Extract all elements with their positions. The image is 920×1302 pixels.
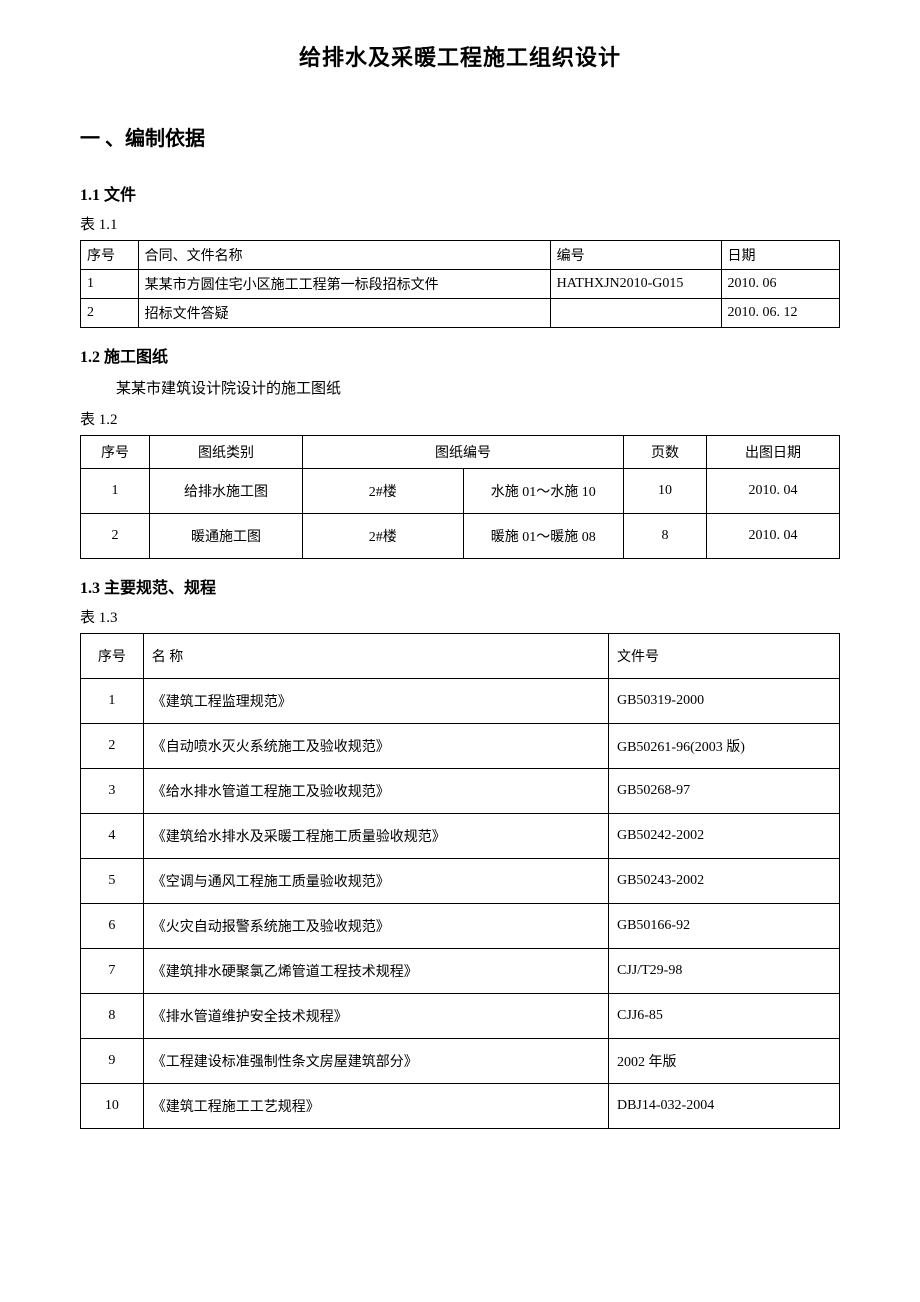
table-header-row: 序号 图纸类别 图纸编号 页数 出图日期 bbox=[81, 436, 840, 469]
cell-name: 《火灾自动报警系统施工及验收规范》 bbox=[143, 904, 608, 949]
cell-seq: 3 bbox=[81, 769, 144, 814]
table-row: 2 招标文件答疑 2010. 06. 12 bbox=[81, 299, 840, 328]
col-date-header: 日期 bbox=[721, 241, 839, 270]
cell-building: 2#楼 bbox=[303, 469, 464, 514]
cell-name: 《给水排水管道工程施工及验收规范》 bbox=[143, 769, 608, 814]
col-type-header: 图纸类别 bbox=[150, 436, 303, 469]
col-seq-header: 序号 bbox=[81, 634, 144, 679]
section-1-2-heading: 1.2 施工图纸 bbox=[80, 343, 840, 367]
table-row: 9 《工程建设标准强制性条文房屋建筑部分》 2002 年版 bbox=[81, 1039, 840, 1084]
cell-seq: 8 bbox=[81, 994, 144, 1039]
cell-date: 2010. 06 bbox=[721, 270, 839, 299]
cell-doc-no: DBJ14-032-2004 bbox=[608, 1084, 839, 1129]
section-1-2-body: 某某市建筑设计院设计的施工图纸 bbox=[116, 377, 840, 398]
cell-seq: 6 bbox=[81, 904, 144, 949]
table-row: 4 《建筑给水排水及采暖工程施工质量验收规范》 GB50242-2002 bbox=[81, 814, 840, 859]
col-name-header: 名 称 bbox=[143, 634, 608, 679]
cell-seq: 7 bbox=[81, 949, 144, 994]
cell-name: 《建筑工程监理规范》 bbox=[143, 679, 608, 724]
cell-doc-no: GB50242-2002 bbox=[608, 814, 839, 859]
cell-seq: 1 bbox=[81, 469, 150, 514]
cell-name: 《排水管道维护安全技术规程》 bbox=[143, 994, 608, 1039]
cell-doc-no: GB50166-92 bbox=[608, 904, 839, 949]
cell-name: 《建筑工程施工工艺规程》 bbox=[143, 1084, 608, 1129]
table-1-2-label: 表 1.2 bbox=[80, 408, 840, 429]
cell-name: 招标文件答疑 bbox=[138, 299, 550, 328]
section-1-3-heading: 1.3 主要规范、规程 bbox=[80, 574, 840, 598]
cell-date: 2010. 06. 12 bbox=[721, 299, 839, 328]
cell-range: 水施 01～水施 10 bbox=[463, 469, 624, 514]
table-row: 1 给排水施工图 2#楼 水施 01～水施 10 10 2010. 04 bbox=[81, 469, 840, 514]
table-row: 6 《火灾自动报警系统施工及验收规范》 GB50166-92 bbox=[81, 904, 840, 949]
cell-seq: 1 bbox=[81, 270, 139, 299]
table-row: 2 《自动喷水灭火系统施工及验收规范》 GB50261-96(2003 版) bbox=[81, 724, 840, 769]
table-row: 3 《给水排水管道工程施工及验收规范》 GB50268-97 bbox=[81, 769, 840, 814]
cell-doc-no: GB50243-2002 bbox=[608, 859, 839, 904]
table-1-1: 序号 合同、文件名称 编号 日期 1 某某市方圆住宅小区施工工程第一标段招标文件… bbox=[80, 240, 840, 328]
table-row: 8 《排水管道维护安全技术规程》 CJJ6-85 bbox=[81, 994, 840, 1039]
col-pages-header: 页数 bbox=[624, 436, 707, 469]
cell-seq: 4 bbox=[81, 814, 144, 859]
cell-doc-no: CJJ/T29-98 bbox=[608, 949, 839, 994]
cell-name: 《建筑排水硬聚氯乙烯管道工程技术规程》 bbox=[143, 949, 608, 994]
col-issue-date-header: 出图日期 bbox=[707, 436, 840, 469]
section-1-heading: 一 、编制依据 bbox=[80, 122, 840, 151]
cell-name: 《自动喷水灭火系统施工及验收规范》 bbox=[143, 724, 608, 769]
cell-doc-no: 2002 年版 bbox=[608, 1039, 839, 1084]
col-seq-header: 序号 bbox=[81, 241, 139, 270]
document-title: 给排水及采暖工程施工组织设计 bbox=[80, 40, 840, 72]
table-header-row: 序号 合同、文件名称 编号 日期 bbox=[81, 241, 840, 270]
cell-date: 2010. 04 bbox=[707, 514, 840, 559]
cell-type: 暖通施工图 bbox=[150, 514, 303, 559]
cell-type: 给排水施工图 bbox=[150, 469, 303, 514]
cell-seq: 2 bbox=[81, 724, 144, 769]
cell-doc-no: GB50268-97 bbox=[608, 769, 839, 814]
cell-pages: 8 bbox=[624, 514, 707, 559]
cell-range: 暖施 01～暖施 08 bbox=[463, 514, 624, 559]
cell-seq: 1 bbox=[81, 679, 144, 724]
cell-seq: 9 bbox=[81, 1039, 144, 1084]
cell-name: 《建筑给水排水及采暖工程施工质量验收规范》 bbox=[143, 814, 608, 859]
table-row: 2 暖通施工图 2#楼 暖施 01～暖施 08 8 2010. 04 bbox=[81, 514, 840, 559]
cell-doc-no: GB50261-96(2003 版) bbox=[608, 724, 839, 769]
cell-name: 《空调与通风工程施工质量验收规范》 bbox=[143, 859, 608, 904]
cell-seq: 10 bbox=[81, 1084, 144, 1129]
col-name-header: 合同、文件名称 bbox=[138, 241, 550, 270]
table-1-3-label: 表 1.3 bbox=[80, 606, 840, 627]
table-1-2: 序号 图纸类别 图纸编号 页数 出图日期 1 给排水施工图 2#楼 水施 01～… bbox=[80, 435, 840, 559]
cell-date: 2010. 04 bbox=[707, 469, 840, 514]
col-code-header: 编号 bbox=[550, 241, 721, 270]
cell-pages: 10 bbox=[624, 469, 707, 514]
cell-doc-no: GB50319-2000 bbox=[608, 679, 839, 724]
col-doc-no-header: 文件号 bbox=[608, 634, 839, 679]
cell-doc-no: CJJ6-85 bbox=[608, 994, 839, 1039]
cell-building: 2#楼 bbox=[303, 514, 464, 559]
table-header-row: 序号 名 称 文件号 bbox=[81, 634, 840, 679]
table-row: 1 某某市方圆住宅小区施工工程第一标段招标文件 HATHXJN2010-G015… bbox=[81, 270, 840, 299]
section-1-1-heading: 1.1 文件 bbox=[80, 181, 840, 205]
table-1-1-label: 表 1.1 bbox=[80, 213, 840, 234]
cell-seq: 2 bbox=[81, 299, 139, 328]
table-row: 1 《建筑工程监理规范》 GB50319-2000 bbox=[81, 679, 840, 724]
col-drawing-no-header: 图纸编号 bbox=[303, 436, 624, 469]
table-1-3: 序号 名 称 文件号 1 《建筑工程监理规范》 GB50319-2000 2 《… bbox=[80, 633, 840, 1129]
cell-code bbox=[550, 299, 721, 328]
cell-seq: 5 bbox=[81, 859, 144, 904]
table-row: 10 《建筑工程施工工艺规程》 DBJ14-032-2004 bbox=[81, 1084, 840, 1129]
cell-name: 某某市方圆住宅小区施工工程第一标段招标文件 bbox=[138, 270, 550, 299]
cell-code: HATHXJN2010-G015 bbox=[550, 270, 721, 299]
table-row: 7 《建筑排水硬聚氯乙烯管道工程技术规程》 CJJ/T29-98 bbox=[81, 949, 840, 994]
cell-seq: 2 bbox=[81, 514, 150, 559]
col-seq-header: 序号 bbox=[81, 436, 150, 469]
table-row: 5 《空调与通风工程施工质量验收规范》 GB50243-2002 bbox=[81, 859, 840, 904]
cell-name: 《工程建设标准强制性条文房屋建筑部分》 bbox=[143, 1039, 608, 1084]
